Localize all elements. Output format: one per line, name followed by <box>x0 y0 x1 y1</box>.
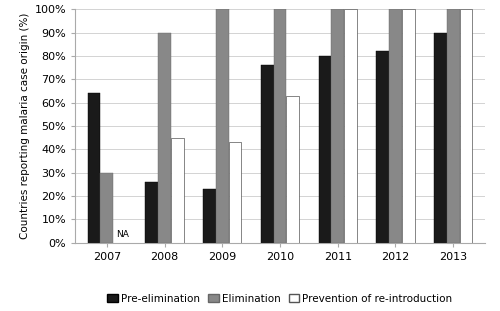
Bar <box>88 93 101 243</box>
Bar <box>274 9 286 243</box>
Bar <box>332 9 344 243</box>
Bar <box>171 137 183 243</box>
Bar <box>318 56 332 243</box>
Bar <box>228 142 241 243</box>
Legend: Pre-elimination, Elimination, Prevention of re-introduction: Pre-elimination, Elimination, Prevention… <box>103 290 457 308</box>
Bar <box>344 9 357 243</box>
Bar <box>146 182 158 243</box>
Bar <box>460 9 472 243</box>
Bar <box>261 65 274 243</box>
Text: NA: NA <box>116 230 130 239</box>
Bar <box>286 96 299 243</box>
Bar <box>216 9 228 243</box>
Bar <box>434 33 447 243</box>
Bar <box>100 173 113 243</box>
Bar <box>447 9 460 243</box>
Bar <box>389 9 402 243</box>
Bar <box>203 189 216 243</box>
Bar <box>158 33 171 243</box>
Bar <box>376 51 389 243</box>
Y-axis label: Countries reporting malaria case origin (%): Countries reporting malaria case origin … <box>20 13 30 239</box>
Bar <box>402 9 414 243</box>
